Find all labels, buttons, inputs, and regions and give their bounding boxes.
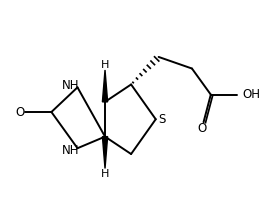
Text: S: S: [158, 113, 166, 126]
Text: H: H: [101, 60, 109, 70]
Text: O: O: [198, 122, 207, 135]
Text: O: O: [16, 106, 25, 118]
Text: H: H: [101, 169, 109, 179]
Text: NH: NH: [62, 79, 80, 92]
Text: OH: OH: [242, 88, 260, 101]
Text: NH: NH: [62, 144, 80, 157]
Polygon shape: [102, 70, 108, 102]
Polygon shape: [102, 137, 108, 168]
